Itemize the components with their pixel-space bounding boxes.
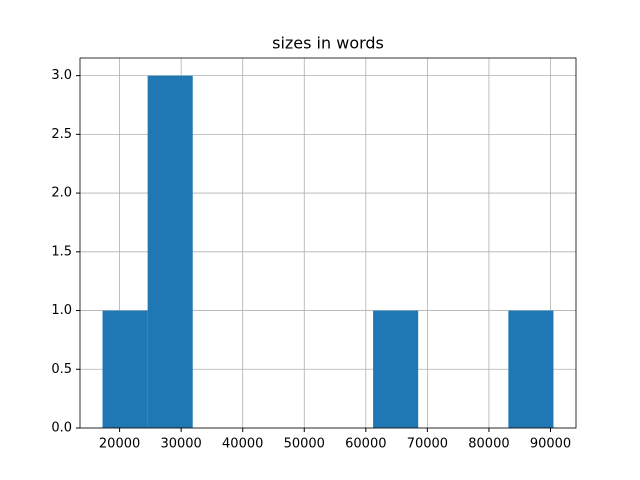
x-tick-label: 30000 <box>160 437 201 452</box>
plot-frame <box>79 57 577 429</box>
y-tick-label: 1.0 <box>51 303 72 318</box>
x-tick-label: 90000 <box>530 437 571 452</box>
x-tick-label: 70000 <box>407 437 448 452</box>
x-tick-label: 80000 <box>468 437 509 452</box>
bar <box>373 310 419 428</box>
y-tick-label: 2.5 <box>51 127 72 142</box>
x-tick-label: 40000 <box>222 437 263 452</box>
y-tick-label: 3.0 <box>51 68 72 83</box>
x-tick-label: 60000 <box>345 437 386 452</box>
x-tick-label: 50000 <box>284 437 325 452</box>
y-tick-label: 0.5 <box>51 362 72 377</box>
x-tick-label: 20000 <box>99 437 140 452</box>
y-tick-label: 1.5 <box>51 244 72 259</box>
bar <box>147 75 193 428</box>
y-tick-label: 2.0 <box>51 186 72 201</box>
y-tick-label: 0.0 <box>51 421 72 436</box>
bar <box>508 310 554 428</box>
chart-title: sizes in words <box>272 34 384 53</box>
bar <box>102 310 148 428</box>
